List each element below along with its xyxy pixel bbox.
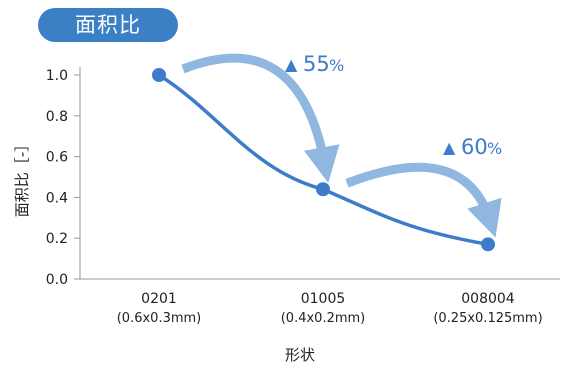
- x-axis-title: 形状: [285, 346, 315, 364]
- annotation-triangle: ▲: [285, 55, 298, 74]
- y-tick-label: 0.0: [46, 272, 68, 288]
- annotation-unit: %: [487, 139, 502, 158]
- y-tick-label: 1.0: [46, 68, 68, 84]
- data-point: [152, 68, 166, 82]
- y-axis-title: 面积比［-］: [13, 137, 31, 217]
- y-tick-label: 0.4: [46, 190, 68, 206]
- series-line-group: [152, 68, 495, 252]
- annotation-value: 55: [303, 52, 330, 76]
- change-arrow: [345, 162, 502, 238]
- annotation-unit: %: [329, 56, 344, 75]
- chart-title-badge: 面积比: [38, 8, 178, 42]
- y-tick-label: 0.6: [46, 150, 68, 166]
- axis-titles: 形状 面积比［-］: [13, 137, 315, 364]
- annotation-triangle: ▲: [443, 138, 456, 157]
- x-tick-sublabel: (0.25x0.125mm): [433, 311, 542, 326]
- x-axis: 0201 (0.6x0.3mm) 01005 (0.4x0.2mm) 008004 (0.…: [80, 278, 560, 326]
- change-arrows: ▲ 55 % ▲ 60%: [181, 52, 502, 238]
- x-tick-label: 008004: [461, 291, 515, 307]
- data-point: [481, 237, 495, 252]
- y-tick-label: 0.8: [46, 109, 68, 125]
- data-point: [316, 182, 330, 197]
- y-tick-label: 0.2: [46, 231, 68, 247]
- x-tick-label: 0201: [141, 291, 177, 307]
- annotation-value: 60: [461, 135, 488, 159]
- x-tick-sublabel: (0.6x0.3mm): [117, 311, 202, 326]
- x-tick-sublabel: (0.4x0.2mm): [281, 311, 366, 326]
- y-axis: 0.0 0.2 0.4 0.6 0.8 1.0: [46, 67, 81, 288]
- change-arrow: [181, 53, 340, 183]
- x-tick-label: 01005: [301, 291, 346, 307]
